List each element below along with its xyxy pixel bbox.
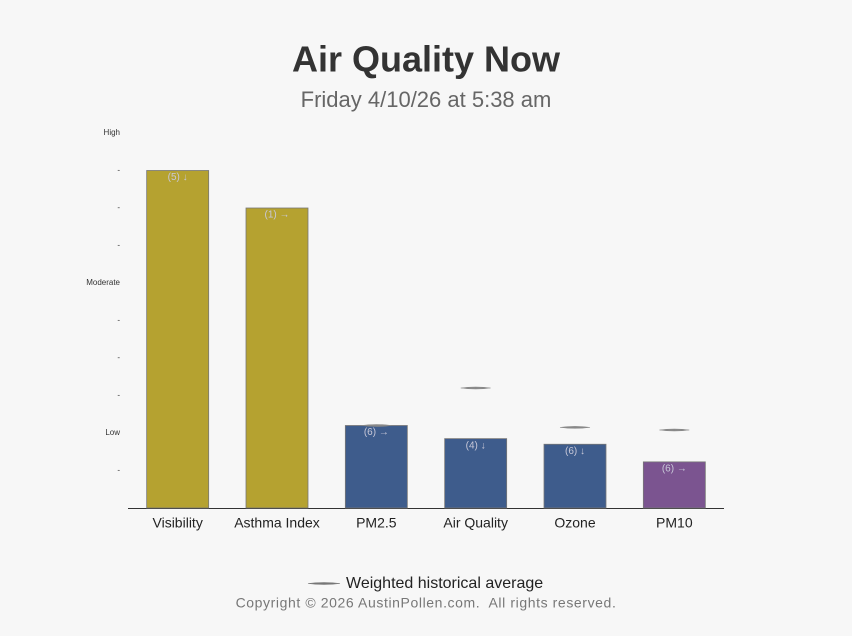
- chart-subtitle: Friday 4/10/26 at 5:38 am: [301, 87, 552, 112]
- average-marker: [361, 424, 392, 427]
- bar-annotation: (6) →: [662, 464, 687, 475]
- y-tick-label: -: [117, 203, 120, 212]
- x-tick-label: Asthma Index: [234, 515, 320, 531]
- bar: [642, 461, 706, 509]
- bar: [543, 443, 607, 509]
- y-tick-label: -: [117, 466, 120, 475]
- y-tick-label: Moderate: [86, 278, 120, 287]
- bar: [245, 207, 309, 509]
- bar: [444, 438, 508, 509]
- bar-annotation: (5) ↓: [168, 172, 188, 183]
- y-tick-label: -: [117, 316, 120, 325]
- x-tick-label: PM10: [656, 515, 693, 531]
- footer: Copyright © 2026 AustinPollen.com. All r…: [236, 595, 617, 611]
- y-tick-label: -: [117, 166, 120, 175]
- y-tick-label: -: [117, 353, 120, 362]
- bar-annotation: (4) ↓: [466, 440, 486, 451]
- y-tick-label: -: [117, 241, 120, 250]
- x-tick-label: Visibility: [153, 515, 203, 531]
- bar: [344, 425, 408, 509]
- bar-annotation: (1) →: [265, 210, 290, 221]
- average-marker: [659, 428, 690, 432]
- y-tick-label: High: [104, 128, 120, 137]
- bar: [146, 170, 210, 509]
- average-marker: [559, 426, 591, 429]
- x-tick-label: Ozone: [554, 515, 595, 531]
- bar-annotation: (6) ↓: [565, 446, 585, 457]
- y-tick-label: Low: [105, 428, 120, 437]
- bar-annotation: (6) →: [364, 427, 389, 438]
- x-tick-label: PM2.5: [356, 515, 397, 531]
- x-tick-label: Air Quality: [443, 515, 508, 531]
- average-marker: [460, 386, 491, 390]
- legend-label: Weighted historical average: [346, 575, 543, 592]
- y-tick-label: -: [117, 391, 120, 400]
- legend-symbol: [307, 582, 341, 585]
- chart-title: Air Quality Now: [292, 39, 561, 80]
